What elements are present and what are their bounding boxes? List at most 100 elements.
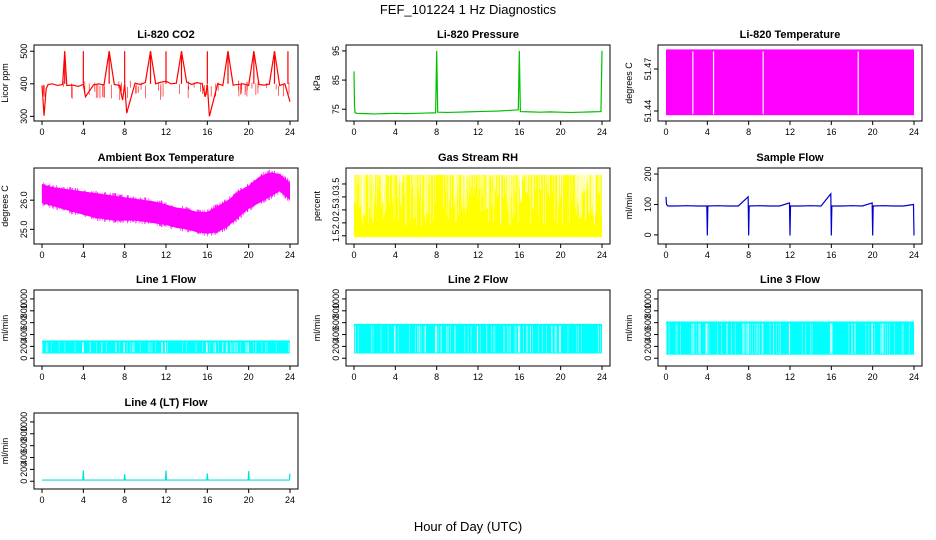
y-tick-label: 0	[19, 479, 29, 484]
panel-title: Li-820 Pressure	[437, 29, 519, 41]
y-tick-label: 200	[19, 462, 29, 477]
y-tick-label: 200	[19, 339, 29, 354]
y-tick-label: 25.0	[19, 221, 29, 239]
x-tick-label: 24	[597, 250, 607, 260]
y-tick-label: 200	[643, 339, 653, 354]
x-tick-label: 20	[868, 250, 878, 260]
x-tick-label: 8	[122, 250, 127, 260]
figure-xlabel: Hour of Day (UTC)	[414, 519, 522, 534]
y-tick-label: 600	[19, 438, 29, 453]
x-tick-label: 20	[868, 372, 878, 382]
x-tick-label: 12	[161, 127, 171, 137]
x-tick-label: 24	[909, 127, 919, 137]
x-tick-label: 16	[514, 127, 524, 137]
panel-ylabel: ml/min	[0, 438, 10, 465]
x-tick-label: 20	[868, 127, 878, 137]
panel-data	[41, 169, 290, 237]
x-tick-label: 12	[473, 250, 483, 260]
panel-title: Sample Flow	[756, 152, 824, 164]
panel-6: Sample Flow ml/min 0 4 8 12 16 20 24 0 100 200	[624, 152, 923, 260]
panel-2: Li-820 Pressure kPa 0 4 8 12 16 20 24 75 85 95	[312, 29, 611, 137]
x-tick-label: 4	[705, 250, 710, 260]
x-tick-label: 16	[826, 372, 836, 382]
x-tick-label: 16	[202, 495, 212, 505]
x-tick-label: 4	[81, 127, 86, 137]
y-tick-label: 3.0	[331, 191, 341, 204]
x-tick-label: 4	[81, 372, 86, 382]
x-tick-label: 4	[81, 250, 86, 260]
x-tick-label: 24	[909, 250, 919, 260]
y-tick-label: 400	[19, 450, 29, 465]
x-tick-label: 8	[122, 127, 127, 137]
y-tick-label: 2.5	[331, 204, 341, 217]
panel-9: Line 3 Flow ml/min 0 4 8 12 16 20 24 0 20040060080…	[624, 274, 923, 382]
y-tick-label: 800	[331, 303, 341, 318]
x-tick-label: 24	[597, 127, 607, 137]
x-tick-label: 20	[556, 127, 566, 137]
data-fill	[666, 49, 914, 116]
x-tick-label: 8	[746, 127, 751, 137]
panel-title: Li-820 Temperature	[740, 29, 841, 41]
x-tick-label: 4	[81, 495, 86, 505]
x-tick-label: 4	[393, 372, 398, 382]
data-line	[353, 50, 603, 115]
x-tick-label: 0	[351, 127, 356, 137]
x-tick-label: 0	[663, 372, 668, 382]
y-tick-label: 200	[643, 167, 653, 182]
panel-data	[666, 49, 914, 116]
panel-title: Line 2 Flow	[448, 274, 508, 286]
panel-data	[666, 321, 914, 355]
x-tick-label: 16	[514, 250, 524, 260]
y-tick-label: 300	[19, 109, 29, 124]
panel-data	[665, 192, 915, 236]
x-tick-label: 0	[39, 495, 44, 505]
x-tick-label: 20	[244, 127, 254, 137]
panel-8: Line 2 Flow ml/min 0 4 8 12 16 20 24 0 20040060080…	[312, 274, 611, 382]
x-tick-label: 16	[826, 250, 836, 260]
x-tick-label: 24	[285, 495, 295, 505]
data-line	[42, 470, 291, 481]
x-tick-label: 0	[663, 250, 668, 260]
panel-data	[41, 51, 291, 117]
y-tick-label: 51.44	[643, 100, 653, 123]
panel-ylabel: ml/min	[624, 193, 634, 220]
x-tick-label: 16	[514, 372, 524, 382]
x-tick-label: 8	[122, 372, 127, 382]
x-tick-label: 4	[705, 372, 710, 382]
panel-5: Gas Stream RH percent 0 4 8 12 16 20 24 1.52.02.5…	[312, 152, 611, 260]
x-tick-label: 20	[244, 250, 254, 260]
y-tick-label: 500	[19, 44, 29, 59]
y-tick-label: 200	[331, 339, 341, 354]
panel-data	[353, 50, 603, 115]
panel-frame	[345, 44, 611, 122]
x-tick-label: 16	[202, 250, 212, 260]
x-tick-label: 12	[161, 250, 171, 260]
y-tick-label: 600	[643, 315, 653, 330]
panel-title: Gas Stream RH	[438, 152, 518, 164]
y-tick-label: 1.5	[331, 230, 341, 243]
y-tick-label: 51.47	[643, 58, 653, 81]
panel-7: Line 1 Flow ml/min 0 4 8 12 16 20 24 0 20040060080…	[0, 274, 299, 382]
panel-data	[354, 323, 602, 354]
x-tick-label: 8	[434, 127, 439, 137]
data-line	[665, 192, 915, 236]
panel-title: Li-820 CO2	[137, 29, 194, 41]
y-tick-label: 85	[331, 75, 341, 85]
panel-ylabel: degrees C	[0, 185, 10, 227]
x-tick-label: 24	[285, 372, 295, 382]
panel-ylabel: kPa	[312, 75, 322, 91]
x-tick-label: 24	[909, 372, 919, 382]
y-tick-label: 400	[19, 76, 29, 91]
panel-ylabel: Licor ppm	[0, 63, 10, 103]
data-line	[41, 51, 291, 117]
y-tick-label: 95	[331, 46, 341, 56]
x-tick-label: 0	[39, 372, 44, 382]
y-tick-label: 1000	[643, 289, 653, 309]
panel-data	[354, 174, 602, 238]
panel-10: Line 4 (LT) Flow ml/min 0 4 8 12 16 20 24 0 200400…	[0, 397, 299, 505]
x-tick-label: 12	[785, 127, 795, 137]
panel-ylabel: ml/min	[624, 315, 634, 342]
x-tick-label: 20	[244, 372, 254, 382]
x-tick-label: 4	[393, 127, 398, 137]
x-tick-label: 16	[202, 127, 212, 137]
